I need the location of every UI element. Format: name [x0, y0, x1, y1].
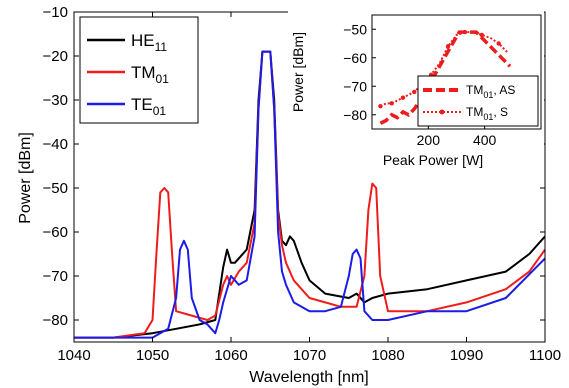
main-series-group — [74, 50, 545, 339]
main-x-tick-label: 1050 — [136, 347, 169, 364]
inset-y-axis-ticks: −50 −60 −70 −80 — [343, 21, 376, 123]
inset-x-tick-label: 200 — [417, 132, 441, 148]
inset-series-marker-1 — [496, 41, 501, 46]
main-x-axis-ticks: 1040 1050 1060 1070 1080 1090 1100 — [57, 12, 561, 364]
inset-y-axis-title: Power [dBm] — [290, 32, 306, 112]
inset-legend: TM01, AS TM01, S — [417, 75, 539, 127]
main-x-tick-label: 1070 — [293, 347, 326, 364]
inset-series-marker-1 — [479, 32, 485, 38]
main-legend-label-1: TM01 — [131, 63, 169, 86]
main-series-line-2 — [74, 50, 545, 339]
main-y-tick-label: −30 — [43, 92, 68, 109]
main-legend-label-2: TE01 — [131, 95, 166, 118]
inset-x-tick-label: 400 — [473, 132, 497, 148]
main-x-tick-label: 1060 — [214, 347, 247, 364]
main-x-tick-label: 1100 — [529, 347, 561, 364]
inset-y-tick-label: −60 — [343, 50, 367, 66]
main-y-tick-label: −10 — [43, 4, 68, 21]
main-x-tick-label: 1090 — [450, 347, 483, 364]
inset-plot-frame — [371, 14, 542, 130]
inset-legend-box — [417, 75, 539, 127]
main-y-axis-ticks: −10 −20 −30 −40 −50 −60 −70 −80 — [43, 4, 545, 329]
inset-series-marker-1 — [378, 104, 383, 109]
inset-series-marker-1 — [445, 44, 451, 49]
main-y-tick-label: −50 — [43, 180, 68, 197]
inset-chart: 200 400 −50 −60 −70 −80 Peak Power [W] Power… — [288, 9, 544, 174]
main-legend-box — [79, 16, 199, 124]
main-y-tick-label: −20 — [43, 48, 68, 65]
main-x-tick-label: 1080 — [371, 347, 404, 364]
inset-series-marker-1 — [400, 95, 406, 100]
main-legend: HE11 TM01 TE01 — [79, 16, 199, 124]
main-y-axis-title: Power [dBm] — [17, 132, 34, 224]
inset-legend-label-1: TM01, S — [466, 105, 508, 122]
inset-y-tick-label: −70 — [343, 78, 367, 94]
main-y-tick-label: −70 — [43, 268, 68, 285]
inset-series-marker-1 — [462, 29, 468, 35]
main-x-tick-label: 1040 — [57, 347, 90, 364]
inset-legend-label-0: TM01, AS — [466, 83, 515, 100]
main-y-tick-label: −60 — [43, 224, 68, 241]
inset-legend-marker — [439, 109, 445, 115]
main-legend-label-0: HE11 — [131, 31, 167, 54]
inset-series-marker-1 — [412, 89, 417, 95]
inset-x-axis-title: Peak Power [W] — [383, 152, 483, 168]
main-y-tick-label: −80 — [43, 312, 68, 329]
inset-series-marker-1 — [389, 101, 394, 106]
inset-x-axis-ticks: 200 400 — [417, 125, 497, 148]
main-x-axis-title: Wavelength [nm] — [249, 369, 368, 386]
inset-y-tick-label: −80 — [343, 107, 367, 123]
inset-y-tick-label: −50 — [343, 21, 367, 37]
main-y-tick-label: −40 — [43, 136, 68, 153]
